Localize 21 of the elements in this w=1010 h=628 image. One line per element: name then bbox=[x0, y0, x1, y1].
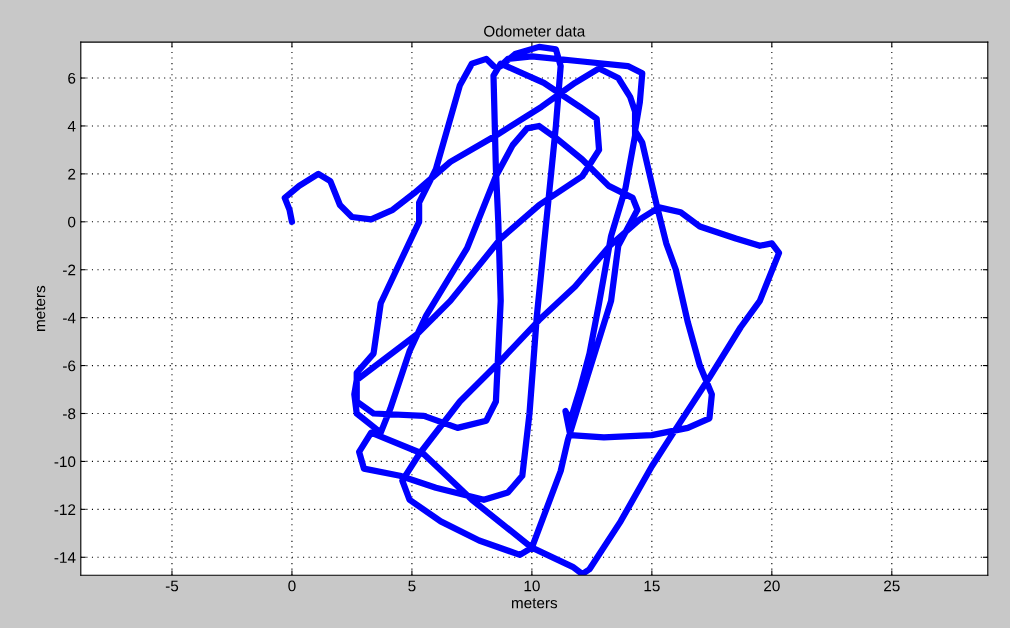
x-tick-label: 20 bbox=[764, 580, 780, 592]
y-axis-title: meters bbox=[35, 285, 46, 331]
y-tick-label: -2 bbox=[63, 264, 76, 276]
x-tick-label: 15 bbox=[644, 580, 660, 592]
y-tick-label: -6 bbox=[63, 360, 76, 372]
y-tick-label: -14 bbox=[54, 552, 76, 563]
chart-title: Odometer data bbox=[484, 25, 586, 37]
x-tick-label: 5 bbox=[408, 580, 416, 592]
x-axis-title: meters bbox=[511, 598, 558, 609]
y-tick-label: 4 bbox=[67, 120, 76, 132]
y-tick-label: -8 bbox=[63, 408, 76, 420]
y-tick-label: 6 bbox=[68, 72, 76, 84]
y-tick-label: -10 bbox=[54, 456, 76, 468]
y-tick-label: 0 bbox=[68, 216, 76, 228]
x-tick-label: 25 bbox=[884, 580, 900, 592]
x-tick-label: 0 bbox=[288, 580, 296, 592]
x-tick-label: 10 bbox=[524, 580, 540, 592]
y-tick-label: -12 bbox=[54, 504, 76, 515]
y-tick-label: 2 bbox=[68, 168, 76, 180]
x-tick-label: -5 bbox=[165, 580, 179, 592]
y-tick-label: -4 bbox=[63, 312, 76, 324]
